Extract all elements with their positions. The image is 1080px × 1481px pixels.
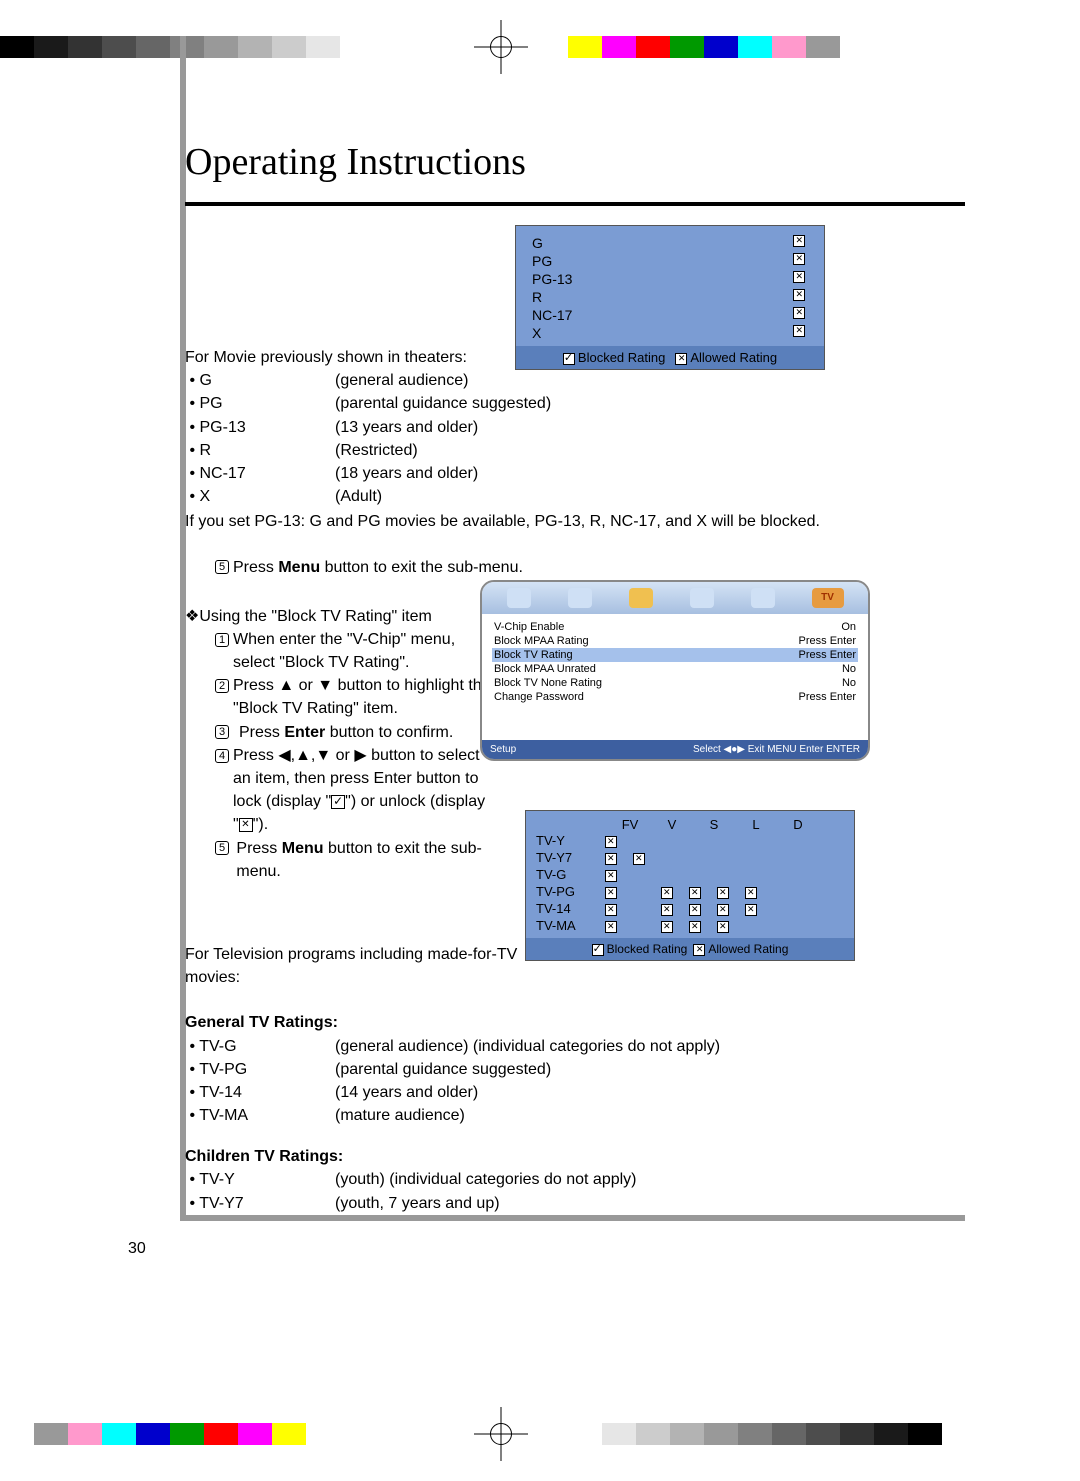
tv-rating-box: FVVSLD TV-YTV-Y7TV-GTV-PGTV-14TV-MA Bloc…	[525, 810, 855, 961]
tab-icon: TV	[812, 588, 844, 608]
mpaa-rating-list: • G(general audience) • PG(parental guid…	[185, 369, 965, 508]
page-number: 30	[128, 1240, 146, 1258]
bottom-color-bar	[0, 1423, 1080, 1445]
rating-row: • R(Restricted)	[185, 439, 965, 462]
tab-icon	[629, 588, 653, 608]
rating-row: • PG(parental guidance suggested)	[185, 392, 965, 415]
children-heading: Children TV Ratings:	[185, 1148, 343, 1165]
tv-intro: For Television programs including made-f…	[185, 943, 545, 989]
tab-icon	[568, 588, 592, 608]
children-rating-list: • TV-Y(youth) (individual categories do …	[185, 1168, 965, 1214]
page-title: Operating Instructions	[185, 140, 965, 184]
general-heading: General TV Ratings:	[185, 1014, 338, 1031]
tab-icon	[507, 588, 531, 608]
setup-osd-box: TV V-Chip EnableOnBlock MPAA RatingPress…	[480, 580, 870, 761]
block-tv-steps: 1When enter the "V-Chip" menu, select "B…	[185, 628, 495, 883]
step-text: Press Menu button to exit the sub-menu.	[233, 559, 523, 576]
mpaa-note: If you set PG-13: G and PG movies be ava…	[185, 510, 965, 533]
registration-mark	[474, 20, 528, 74]
step-number: 5	[215, 560, 229, 574]
rating-row: • X(Adult)	[185, 485, 965, 508]
tab-icon	[751, 588, 775, 608]
footer-rule	[180, 1215, 965, 1221]
rating-row: • G(general audience)	[185, 369, 965, 392]
general-rating-list: • TV-G(general audience) (individual cat…	[185, 1035, 965, 1128]
rating-row: • NC-17(18 years and older)	[185, 462, 965, 485]
rating-row: • PG-13(13 years and older)	[185, 416, 965, 439]
mpaa-rating-box: GPGPG-13RNC-17X Blocked Rating Allowed R…	[515, 225, 825, 370]
title-rule	[185, 202, 965, 206]
tab-icon	[690, 588, 714, 608]
top-color-bar	[0, 36, 1080, 58]
